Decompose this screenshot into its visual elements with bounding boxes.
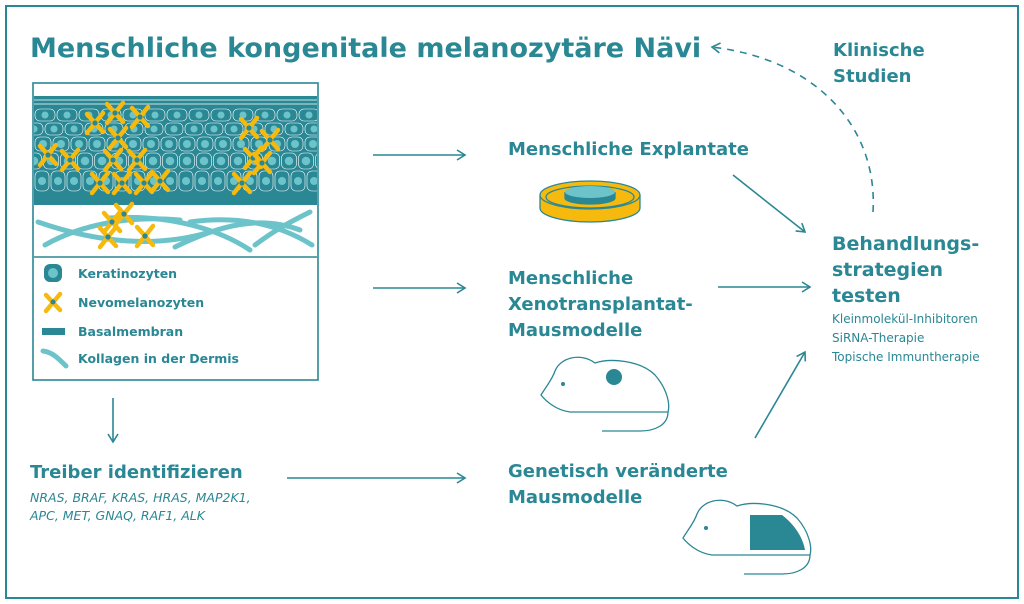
nevomelanocyte bbox=[149, 168, 171, 194]
legend-item-basement-membrane: Basalmembran bbox=[42, 324, 183, 339]
treatment-list: Kleinmolekül-Inhibitoren SiRNA-Therapie … bbox=[831, 312, 980, 364]
treatment-item: SiRNA-Therapie bbox=[832, 331, 924, 345]
nevomelanocyte bbox=[97, 224, 119, 250]
nevomelanocyte bbox=[104, 100, 126, 126]
nevomelanocyte bbox=[259, 127, 281, 153]
arrow-explants-to-treatment bbox=[732, 174, 807, 233]
svg-text:Mausmodelle: Mausmodelle bbox=[508, 487, 642, 508]
drivers-title: Treiber identifizieren bbox=[30, 462, 243, 483]
skin-tissue-illustration bbox=[32, 82, 319, 381]
nevomelanocyte bbox=[37, 142, 59, 168]
svg-text:Xenotransplantat-: Xenotransplantat- bbox=[508, 294, 693, 315]
svg-text:Behandlungs-: Behandlungs- bbox=[832, 233, 979, 255]
nevomelanocyte bbox=[111, 170, 133, 196]
nevomelanocyte bbox=[107, 125, 129, 151]
keratinocyte bbox=[315, 154, 317, 168]
keratinocyte bbox=[34, 122, 44, 136]
legend: Keratinozyten Nevomelanozyten Basalmembr… bbox=[40, 264, 239, 369]
svg-text:NRAS, BRAF, KRAS, HRAS, MAP2K1: NRAS, BRAF, KRAS, HRAS, MAP2K1, bbox=[30, 490, 251, 505]
page-title: Menschliche kongenitale melanozytäre Näv… bbox=[30, 33, 701, 64]
nevomelanocyte bbox=[238, 115, 260, 141]
svg-text:APC, MET, GNAQ, RAF1, ALK: APC, MET, GNAQ, RAF1, ALK bbox=[29, 508, 207, 523]
legend-item-keratinocytes: Keratinozyten bbox=[44, 264, 177, 282]
svg-text:Kollagen in der Dermis: Kollagen in der Dermis bbox=[78, 351, 239, 366]
nevomelanocyte bbox=[102, 147, 124, 173]
dermis-collagen bbox=[35, 209, 315, 253]
nevomelanocyte bbox=[251, 150, 273, 176]
stratum-corneum bbox=[34, 96, 317, 108]
genetically-modified-mouse-icon bbox=[682, 499, 812, 575]
legend-item-nevomelanocytes: Nevomelanozyten bbox=[43, 291, 204, 314]
treatment-item: Kleinmolekül-Inhibitoren bbox=[832, 312, 978, 326]
svg-text:testen: testen bbox=[832, 285, 901, 307]
explants-title: Menschliche Explantate bbox=[508, 139, 749, 160]
gem-title: Genetisch veränderte Mausmodelle bbox=[508, 461, 728, 508]
treatment-title: Behandlungs- strategien testen bbox=[832, 233, 979, 307]
svg-text:strategien: strategien bbox=[832, 259, 943, 281]
svg-text:Nevomelanozyten: Nevomelanozyten bbox=[78, 295, 204, 310]
nevomelanocyte-icon bbox=[43, 291, 63, 314]
arrow-gem-to-treatment bbox=[754, 350, 807, 439]
driver-genes: NRAS, BRAF, KRAS, HRAS, MAP2K1, APC, MET… bbox=[29, 490, 251, 523]
svg-text:Keratinozyten: Keratinozyten bbox=[78, 266, 177, 281]
xenograft-title: Menschliche Xenotransplantat- Mausmodell… bbox=[508, 268, 693, 341]
nevomelanocyte bbox=[129, 104, 151, 130]
collagen-icon bbox=[40, 348, 69, 369]
basement-membrane-icon bbox=[42, 328, 65, 335]
svg-text:Genetisch veränderte: Genetisch veränderte bbox=[508, 461, 728, 482]
nevomelanocyte bbox=[59, 147, 81, 173]
nevomelanocyte bbox=[133, 170, 155, 196]
nevomelanocyte bbox=[113, 201, 135, 227]
nevomelanocyte bbox=[126, 147, 148, 173]
svg-text:Menschliche: Menschliche bbox=[508, 268, 633, 289]
dashed-arrow-clinical bbox=[710, 42, 875, 213]
svg-text:Klinische: Klinische bbox=[833, 40, 925, 61]
svg-text:Mausmodelle: Mausmodelle bbox=[508, 320, 642, 341]
svg-text:Studien: Studien bbox=[833, 66, 911, 87]
clinical-studies-label: Klinische Studien bbox=[833, 40, 925, 87]
treatment-item: Topische Immuntherapie bbox=[831, 350, 980, 364]
svg-text:Basalmembran: Basalmembran bbox=[78, 324, 183, 339]
nevomelanocyte bbox=[84, 110, 106, 136]
legend-item-collagen: Kollagen in der Dermis bbox=[40, 348, 239, 369]
basement-membrane bbox=[34, 192, 317, 205]
petri-dish-icon bbox=[539, 180, 641, 223]
nevomelanocyte bbox=[134, 223, 156, 249]
nevomelanocyte bbox=[89, 170, 111, 196]
xenograft-mouse-icon bbox=[540, 356, 670, 432]
nevomelanocyte bbox=[231, 170, 253, 196]
frame bbox=[5, 5, 1019, 599]
